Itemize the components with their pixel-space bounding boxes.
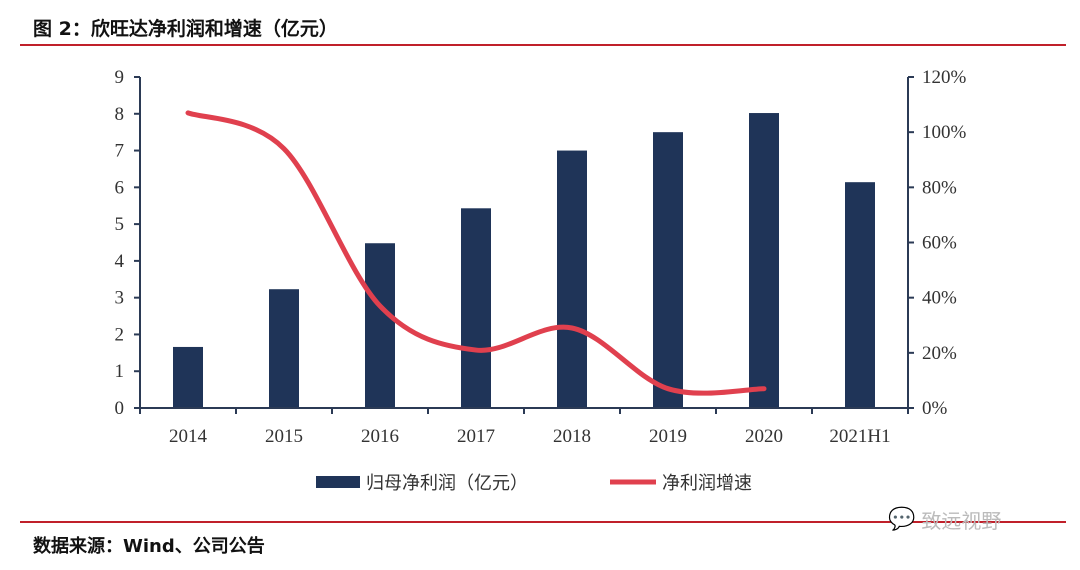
right-tick-label: 120% — [922, 67, 967, 88]
growth-line — [185, 110, 767, 396]
bar-2020 — [749, 113, 779, 408]
title-divider — [20, 44, 1066, 46]
x-tick-label: 2020 — [745, 426, 783, 447]
wechat-icon: 💬 — [888, 507, 916, 532]
bar-2017 — [461, 208, 491, 408]
x-tick-label: 2015 — [265, 426, 303, 447]
x-tick-label: 2017 — [457, 426, 495, 447]
bar-2015 — [269, 289, 299, 408]
bar-2014 — [173, 346, 203, 408]
legend-line-label: 净利润增速 — [662, 473, 752, 494]
legend-bar-swatch — [316, 476, 360, 488]
legend-bar-label: 归母净利润（亿元） — [366, 473, 528, 494]
right-tick-label: 100% — [922, 122, 967, 143]
left-tick-label: 4 — [115, 251, 125, 272]
chart: 0 1 2 3 4 5 6 7 8 9 0% 20% 40% 60% 80% 100% 120% 2014 2015… — [115, 67, 967, 494]
source-divider — [20, 521, 1066, 523]
right-tick-label: 80% — [922, 177, 957, 198]
left-tick-label: 8 — [115, 104, 125, 125]
bar-2016 — [365, 243, 395, 408]
bar-2021H1 — [845, 182, 875, 408]
chart-title: 图 2：欣旺达净利润和增速（亿元） — [33, 18, 338, 40]
left-tick-label: 0 — [115, 398, 125, 419]
bar-2019 — [653, 132, 683, 408]
x-tick-label: 2019 — [649, 426, 687, 447]
x-tick-label: 2014 — [169, 426, 208, 447]
left-tick-label: 3 — [115, 288, 125, 309]
source-note: 数据来源：Wind、公司公告 — [33, 536, 265, 557]
x-tick-label: 2018 — [553, 426, 591, 447]
left-tick-label: 7 — [115, 141, 125, 162]
left-tick-label: 6 — [115, 177, 125, 198]
left-tick-label: 2 — [115, 324, 125, 345]
x-tick-label: 2021H1 — [829, 426, 890, 447]
right-tick-label: 40% — [922, 288, 957, 309]
left-tick-label: 1 — [115, 361, 125, 382]
left-tick-label: 5 — [115, 214, 125, 235]
right-tick-label: 0% — [922, 398, 948, 419]
watermark: 💬 致远视野 — [888, 505, 1001, 534]
right-tick-label: 60% — [922, 233, 957, 254]
x-tick-label: 2016 — [361, 426, 399, 447]
watermark-text: 致远视野 — [921, 509, 1002, 533]
left-tick-label: 9 — [115, 67, 125, 88]
bar-2018 — [557, 150, 587, 409]
right-tick-label: 20% — [922, 343, 957, 364]
